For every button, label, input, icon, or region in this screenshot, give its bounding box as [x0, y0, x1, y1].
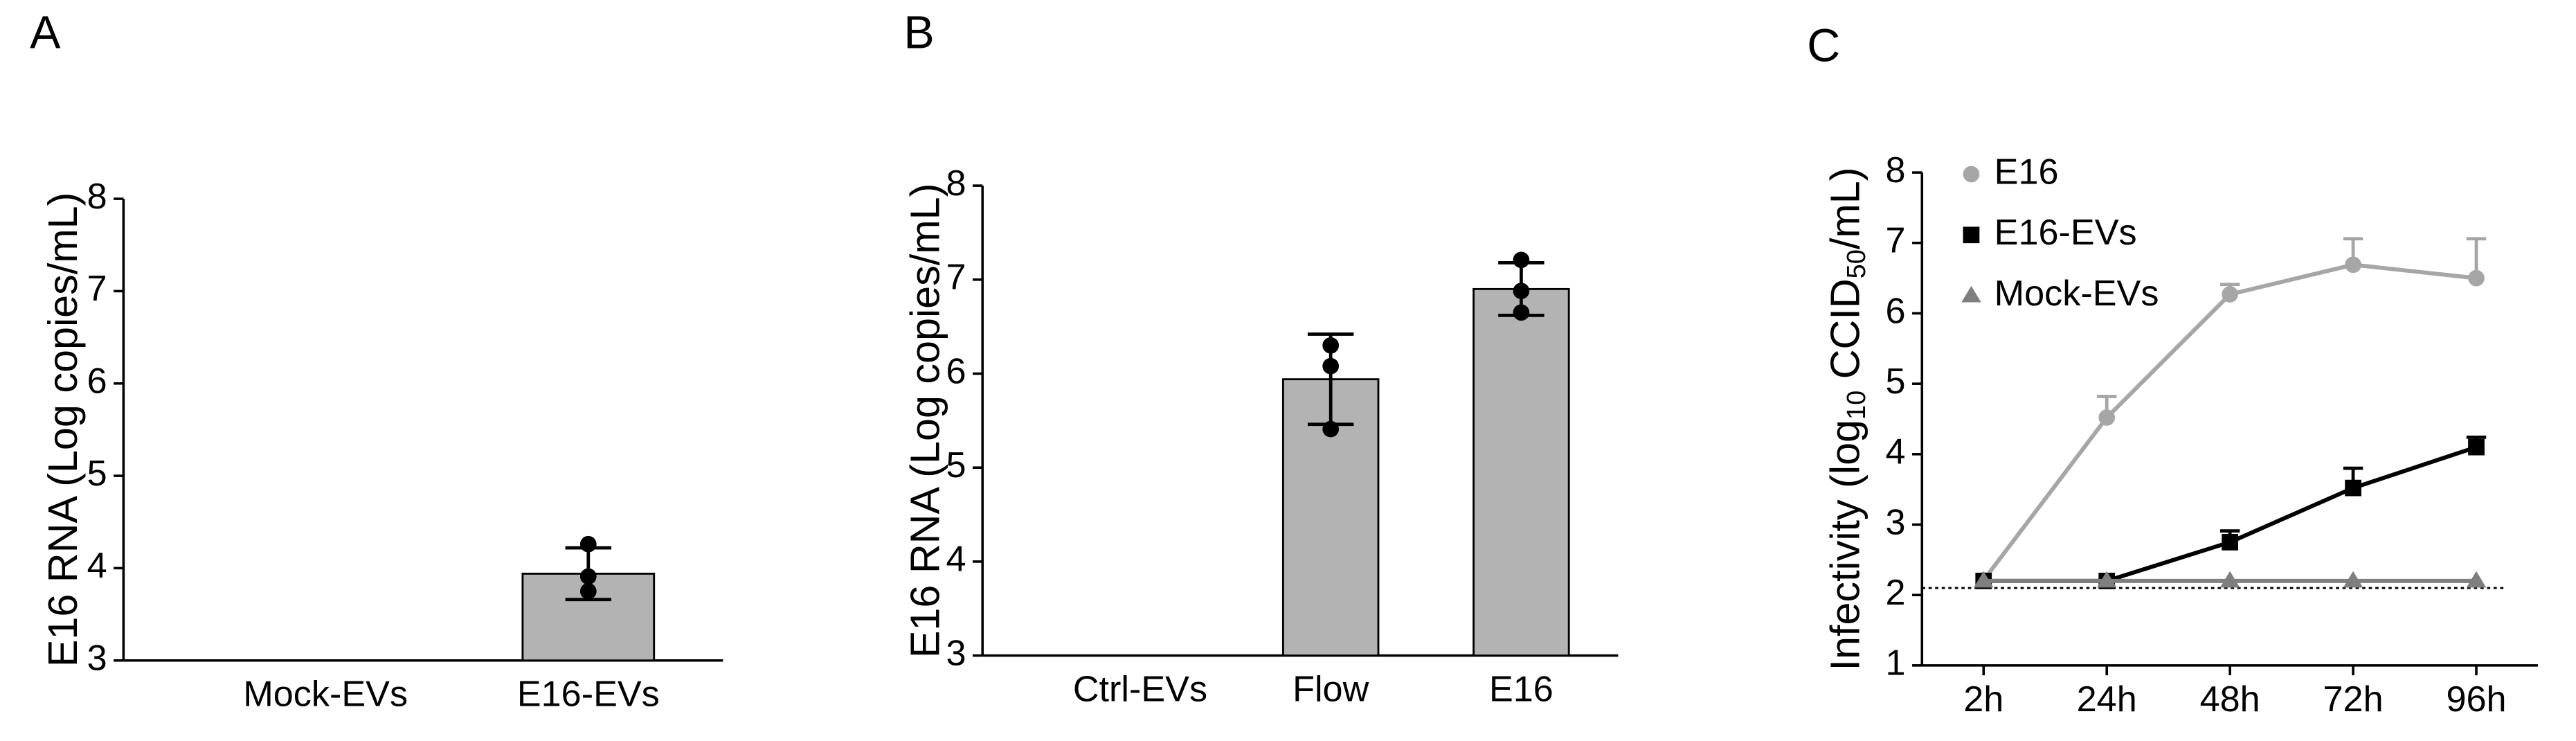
bar — [1472, 287, 1570, 657]
y-axis-label-part: CCID — [1821, 278, 1868, 390]
x-tick-label: Ctrl-EVs — [1073, 670, 1207, 710]
y-tick-label: 3 — [1886, 502, 1906, 542]
data-point — [579, 535, 597, 553]
marker — [1974, 571, 1994, 588]
y-tick-label: 5 — [946, 445, 966, 485]
y-tick-label: 3 — [87, 639, 107, 679]
y-axis-label: E16 RNA (Log copies/mL) — [39, 193, 86, 668]
y-axis-label-part: Infectivity (log — [1821, 420, 1868, 671]
y-tick-label: 7 — [1886, 221, 1906, 261]
marker — [2219, 571, 2240, 588]
y-axis-label-part: 10 — [1842, 391, 1871, 420]
y-axis-label-part: /mL) — [1821, 168, 1868, 250]
marker — [1961, 285, 1981, 303]
x-tick-label: 96h — [2446, 679, 2506, 720]
y-tick-label: 5 — [87, 454, 107, 494]
y-tick-label: 5 — [1886, 361, 1906, 402]
y-tick-label: 3 — [946, 633, 966, 673]
y-tick-label: 2 — [1886, 573, 1906, 613]
marker — [2222, 286, 2238, 303]
panel-label: B — [903, 8, 934, 59]
y-tick-label: 7 — [946, 258, 966, 298]
marker — [2345, 479, 2361, 497]
x-tick-label: 24h — [2077, 679, 2137, 720]
series-line — [1983, 445, 2477, 583]
data-point — [1513, 251, 1530, 269]
data-point — [1513, 283, 1530, 299]
panel-label: C — [1807, 21, 1840, 72]
y-tick-label: 4 — [946, 539, 966, 580]
marker — [2466, 571, 2487, 588]
marker — [2222, 534, 2238, 551]
panel-label: A — [30, 8, 61, 59]
y-tick-label: 4 — [1886, 432, 1906, 472]
x-tick-label: 72h — [2323, 679, 2384, 720]
y-axis-label: E16 RNA (Log copies/mL) — [902, 184, 948, 659]
legend-label: E16-EVs — [1994, 213, 2137, 253]
y-tick-label: 8 — [946, 163, 966, 204]
legend-label: E16 — [1994, 152, 2059, 192]
x-tick-label: E16-EVs — [517, 675, 660, 715]
marker — [2468, 438, 2485, 456]
legend-label: Mock-EVs — [1994, 274, 2159, 314]
marker — [2098, 409, 2116, 426]
y-axis-label-part: 50 — [1842, 249, 1871, 278]
data-point — [1322, 337, 1340, 354]
data-point — [579, 568, 597, 585]
y-tick-label: 1 — [1886, 643, 1906, 684]
x-tick-label: 2h — [1963, 679, 2003, 720]
marker — [2345, 256, 2361, 274]
data-point — [579, 582, 597, 600]
marker — [2096, 571, 2117, 588]
data-point — [1513, 304, 1530, 321]
marker — [2343, 571, 2363, 588]
y-tick-label: 8 — [87, 177, 107, 217]
y-tick-label: 6 — [1886, 291, 1906, 331]
x-tick-label: Mock-EVs — [243, 675, 408, 715]
y-tick-label: 8 — [1886, 150, 1906, 190]
y-tick-label: 4 — [87, 546, 107, 586]
x-tick-label: 48h — [2200, 679, 2260, 720]
data-point — [1322, 420, 1340, 438]
x-tick-label: Flow — [1292, 670, 1369, 710]
marker — [1963, 226, 1980, 244]
y-tick-label: 7 — [87, 269, 107, 309]
data-point — [1322, 357, 1340, 375]
y-axis-label: Infectivity (log10 CCID50/mL) — [1821, 168, 1871, 671]
marker — [2468, 269, 2485, 287]
y-tick-label: 6 — [946, 351, 966, 391]
x-tick-label: E16 — [1489, 670, 1553, 710]
y-tick-label: 6 — [87, 361, 107, 402]
marker — [1963, 166, 1980, 183]
